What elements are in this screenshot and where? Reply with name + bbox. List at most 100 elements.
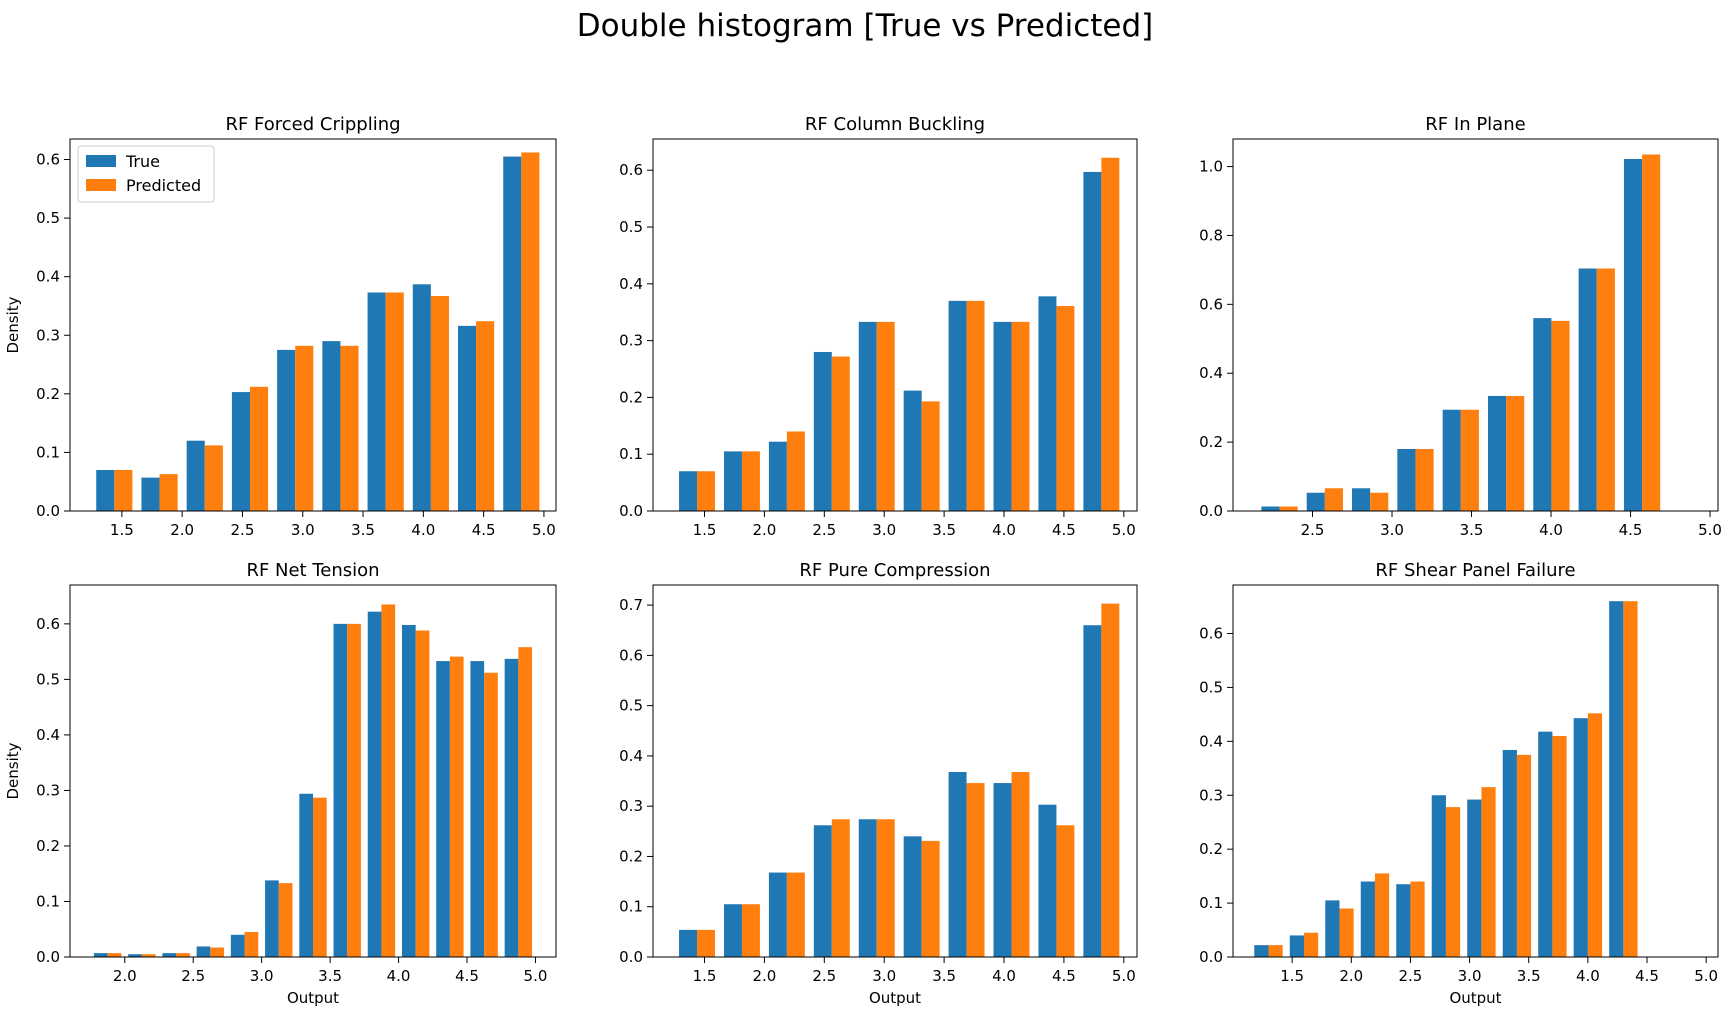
x-tick-label: 4.0 <box>992 521 1016 539</box>
subplot: 2.5 3.0 3.5 4.0 4.5 5.0 0.0 0.2 0.4 0.6 0.8 1.0 RF I… <box>1199 114 1722 539</box>
bar-predicted <box>1279 506 1298 511</box>
bar-predicted <box>1303 932 1319 957</box>
bar-predicted <box>697 929 715 957</box>
bar-true <box>367 611 382 957</box>
bar-true <box>322 341 341 511</box>
bar-true <box>948 300 967 511</box>
y-tick-label: 0.0 <box>1199 502 1223 520</box>
y-tick-label: 0.8 <box>1199 226 1223 244</box>
y-tick-label: 0.1 <box>36 443 60 461</box>
bar-predicted <box>1587 713 1603 957</box>
bar-true <box>1397 449 1416 511</box>
subplot: 2.0 2.5 3.0 3.5 4.0 4.5 5.0 0.0 0.1 0.2 0.3 0.4 0.5 0… <box>4 560 557 1007</box>
bar-true <box>504 658 519 957</box>
axes-frame <box>1232 138 1719 512</box>
y-tick-label: 0.0 <box>36 502 60 520</box>
y-tick-label: 0.0 <box>1199 948 1223 966</box>
bar-predicted <box>786 872 805 957</box>
x-tick-label: 4.0 <box>992 967 1016 985</box>
legend-label: True <box>125 152 160 171</box>
bar-true <box>412 284 431 511</box>
subplot-title: RF Column Buckling <box>805 114 985 135</box>
subplot-title: RF Shear Panel Failure <box>1375 560 1575 581</box>
axes-frame <box>1232 584 1719 958</box>
bar-true <box>458 325 477 511</box>
bar-predicted <box>1642 154 1661 511</box>
y-tick-label: 0.3 <box>619 332 643 350</box>
bar-predicted <box>1339 908 1354 957</box>
x-tick-label: 3.0 <box>872 521 896 539</box>
y-tick-label: 0.6 <box>1199 295 1223 313</box>
x-tick-label: 3.0 <box>1458 967 1482 985</box>
x-tick-label: 5.0 <box>1112 521 1136 539</box>
bar-true <box>1431 795 1446 957</box>
y-tick-label: 0.0 <box>619 948 643 966</box>
bar-true <box>679 929 698 957</box>
x-tick-label: 1.5 <box>110 521 134 539</box>
bar-predicted <box>876 819 895 957</box>
bar-predicted <box>415 630 430 957</box>
bar-predicted <box>176 953 190 957</box>
legend-swatch-predicted <box>86 179 116 191</box>
subplot: 1.5 2.0 2.5 3.0 3.5 4.0 4.5 5.0 0.0 0.1 0.2 0.3 0.4 0… <box>619 560 1138 1007</box>
bar-predicted <box>1011 321 1030 511</box>
bar-true <box>1573 718 1588 957</box>
x-tick-label: 3.5 <box>1517 967 1541 985</box>
figure-title: Double histogram [True vs Predicted] <box>577 8 1153 44</box>
x-tick-label: 2.0 <box>1339 967 1363 985</box>
x-tick-label: 3.5 <box>932 521 956 539</box>
bar-true <box>470 661 485 957</box>
bar-predicted <box>1101 603 1120 957</box>
bar-true <box>1352 488 1371 511</box>
y-tick-label: 0.7 <box>619 596 643 614</box>
bar-true <box>903 836 922 957</box>
y-tick-label: 0.6 <box>36 615 60 633</box>
y-tick-label: 0.4 <box>619 275 643 293</box>
y-tick-label: 0.4 <box>36 268 60 286</box>
bar-predicted <box>521 152 540 511</box>
x-tick-label: 4.0 <box>1539 521 1563 539</box>
x-tick-label: 4.0 <box>387 967 411 985</box>
y-tick-label: 0.3 <box>36 326 60 344</box>
bar-true <box>401 624 416 957</box>
y-tick-label: 1.0 <box>1199 158 1223 176</box>
bar-predicted <box>1623 601 1638 957</box>
bar-predicted <box>741 451 760 511</box>
bar-true <box>265 880 279 957</box>
bar-predicted <box>1516 754 1532 957</box>
bar-predicted <box>244 932 259 957</box>
bar-predicted <box>697 471 715 511</box>
legend-label: Predicted <box>126 176 201 195</box>
bar-predicted <box>1552 735 1567 957</box>
bar-true <box>436 661 450 957</box>
x-tick-label: 1.5 <box>693 967 717 985</box>
y-tick-label: 0.1 <box>1199 894 1223 912</box>
axes-frame <box>652 138 1138 512</box>
bar-predicted <box>114 469 133 511</box>
x-tick-label: 2.5 <box>812 967 836 985</box>
x-axis-label: Output <box>869 989 921 1007</box>
y-tick-label: 0.2 <box>1199 433 1223 451</box>
y-tick-label: 0.2 <box>619 388 643 406</box>
bar-true <box>299 793 313 957</box>
y-tick-label: 0.6 <box>36 151 60 169</box>
x-tick-label: 2.0 <box>113 967 137 985</box>
bar-true <box>768 441 787 511</box>
bar-true <box>1442 409 1461 511</box>
bar-true <box>186 440 205 511</box>
x-tick-label: 4.0 <box>411 521 435 539</box>
bar-true <box>196 946 211 957</box>
bar-predicted <box>1268 945 1283 957</box>
x-tick-label: 4.5 <box>1619 521 1643 539</box>
bar-predicted <box>295 345 314 511</box>
x-tick-label: 3.5 <box>351 521 375 539</box>
bar-predicted <box>1506 395 1525 511</box>
bar-true <box>277 349 296 511</box>
bar-predicted <box>1056 825 1075 957</box>
y-tick-label: 0.5 <box>619 697 643 715</box>
bar-true <box>141 477 160 511</box>
bar-predicted <box>1460 409 1479 511</box>
bar-true <box>93 953 108 957</box>
bar-predicted <box>1011 772 1030 957</box>
